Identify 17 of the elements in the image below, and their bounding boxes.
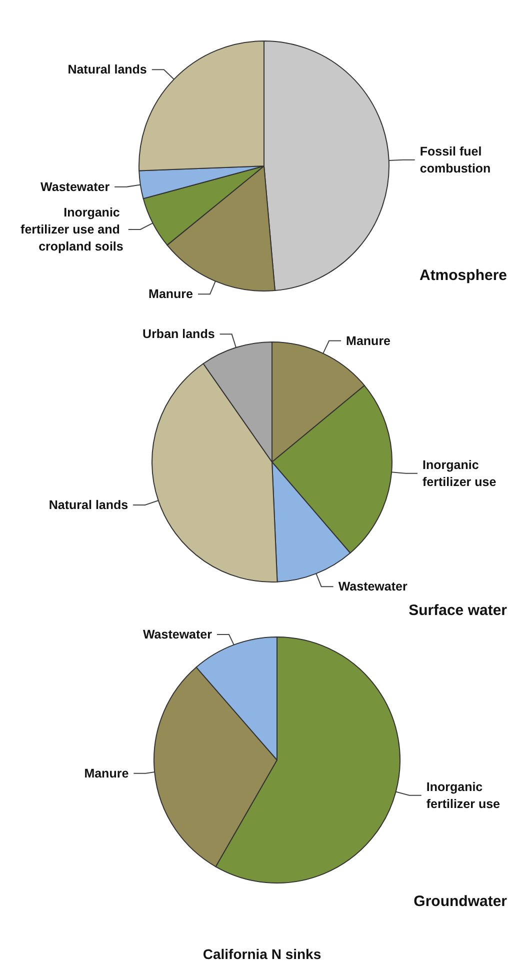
- slice-label: Natural lands: [48, 498, 128, 512]
- slice-label: Manure: [346, 334, 391, 348]
- text: California N sinks: [202, 946, 322, 962]
- text: Surface water: [408, 602, 508, 619]
- slice-label: Wastewater: [142, 628, 212, 642]
- text: Atmosphere: [419, 267, 508, 284]
- slice-label: Urban lands: [142, 327, 215, 342]
- slice-label: Inorganic fertilizer use: [422, 458, 496, 489]
- text: Groundwater: [414, 893, 508, 910]
- slice-label: Natural lands: [68, 62, 147, 77]
- slice-label: Inorganic fertilizer use and cropland soils: [20, 205, 124, 254]
- slice-label: Wastewater: [338, 580, 408, 594]
- slice-label: Fossil fuel combustion: [420, 144, 491, 176]
- slice-label: Wastewater: [40, 180, 110, 194]
- slice-label: Inorganic fertilizer use: [426, 780, 500, 811]
- slice-label: Manure: [84, 766, 129, 780]
- slice-label: Manure: [148, 287, 194, 302]
